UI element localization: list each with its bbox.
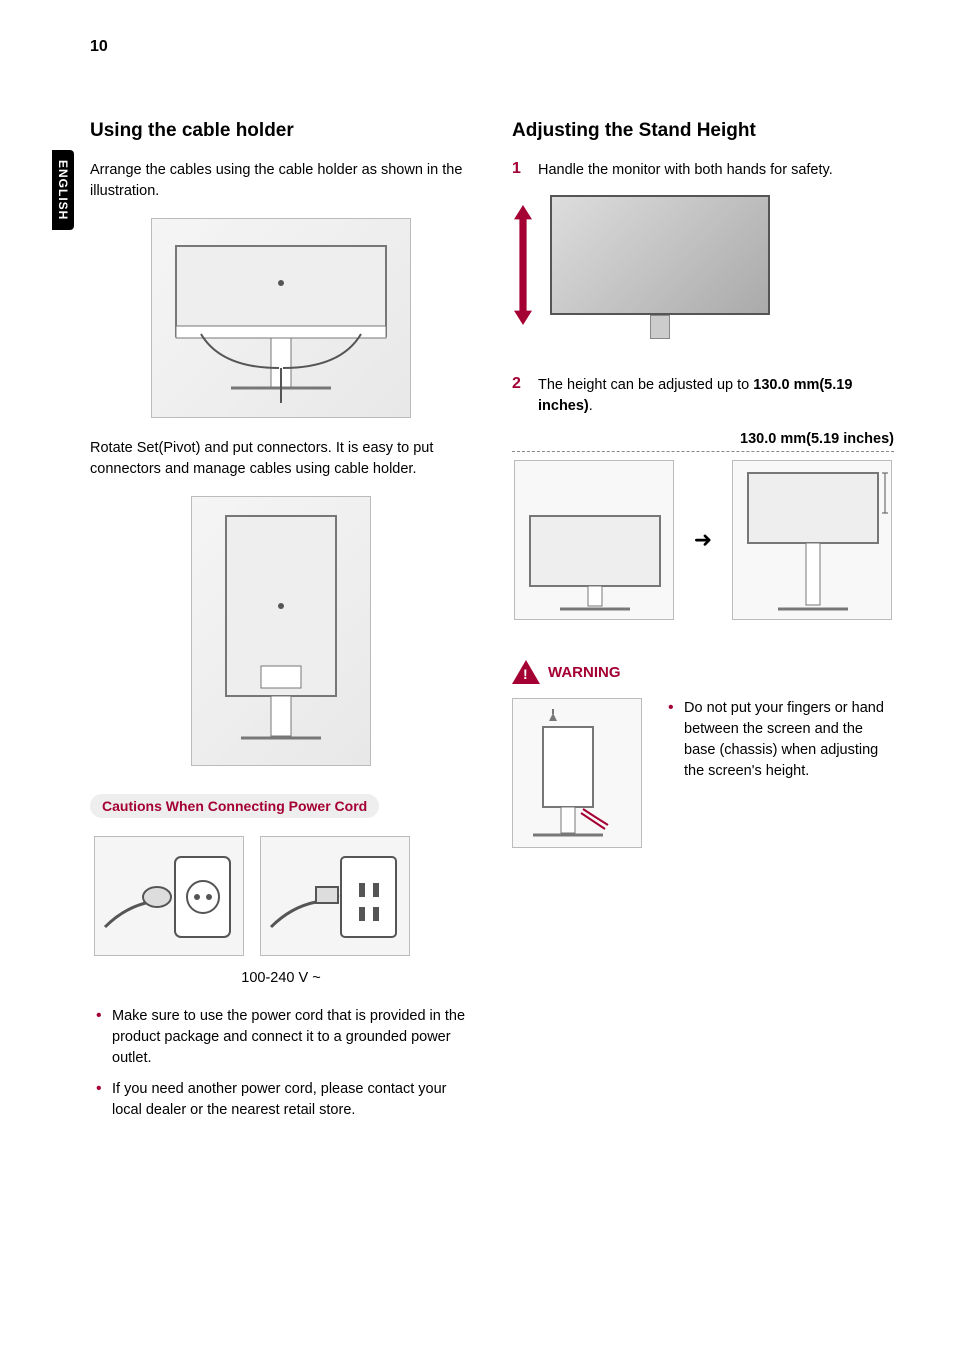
power-plug-illustration-1 xyxy=(94,836,244,956)
cable-holder-illustration xyxy=(151,218,411,418)
arrow-right-icon: ➜ xyxy=(694,527,712,553)
height-measurement-label: 130.0 mm(5.19 inches) xyxy=(512,431,894,447)
monitor-high-position xyxy=(732,460,892,620)
language-tab: ENGLISH xyxy=(52,150,74,230)
power-cord-illustrations xyxy=(90,832,472,964)
page-number: 10 xyxy=(90,38,108,56)
warning-header: WARNING xyxy=(512,660,894,684)
up-down-arrow-icon xyxy=(514,205,532,325)
rotate-text: Rotate Set(Pivot) and put connectors. It… xyxy=(90,438,472,480)
warning-triangle-icon xyxy=(512,660,540,684)
right-column: Adjusting the Stand Height 1 Handle the … xyxy=(512,120,894,1131)
monitor-low-position xyxy=(514,460,674,620)
warning-bullets: Do not put your fingers or hand between … xyxy=(662,698,894,792)
monitor-stand xyxy=(650,315,670,339)
left-column: Using the cable holder Arrange the cable… xyxy=(90,120,472,1131)
bullet-item: Make sure to use the power cord that is … xyxy=(94,1006,472,1069)
monitor-hands-illustration xyxy=(520,195,780,345)
step2-pre: The height can be adjusted up to xyxy=(538,377,753,393)
step-text: Handle the monitor with both hands for s… xyxy=(538,160,833,181)
voltage-label: 100-240 V ~ xyxy=(90,970,472,986)
left-title: Using the cable holder xyxy=(90,120,472,142)
right-title: Adjusting the Stand Height xyxy=(512,120,894,142)
pinch-hazard-illustration xyxy=(512,698,642,848)
pivot-illustration xyxy=(191,496,371,766)
step2-post: . xyxy=(589,398,593,414)
caution-heading: Cautions When Connecting Power Cord xyxy=(90,794,379,818)
step-2: 2 The height can be adjusted up to 130.0… xyxy=(512,375,894,417)
content-columns: Using the cable holder Arrange the cable… xyxy=(90,120,894,1131)
bullet-item: Do not put your fingers or hand between … xyxy=(666,698,894,782)
warning-body: Do not put your fingers or hand between … xyxy=(512,698,894,848)
warning-label: WARNING xyxy=(548,664,621,681)
caution-bullets: Make sure to use the power cord that is … xyxy=(90,1006,472,1121)
step-number: 1 xyxy=(512,160,528,181)
step-text: The height can be adjusted up to 130.0 m… xyxy=(538,375,894,417)
monitor-screen xyxy=(550,195,770,315)
bullet-item: If you need another power cord, please c… xyxy=(94,1079,472,1121)
power-plug-illustration-2 xyxy=(260,836,410,956)
step-1: 1 Handle the monitor with both hands for… xyxy=(512,160,894,181)
step-number: 2 xyxy=(512,375,528,417)
left-intro: Arrange the cables using the cable holde… xyxy=(90,160,472,202)
height-adjust-illustration: ➜ xyxy=(512,451,894,620)
